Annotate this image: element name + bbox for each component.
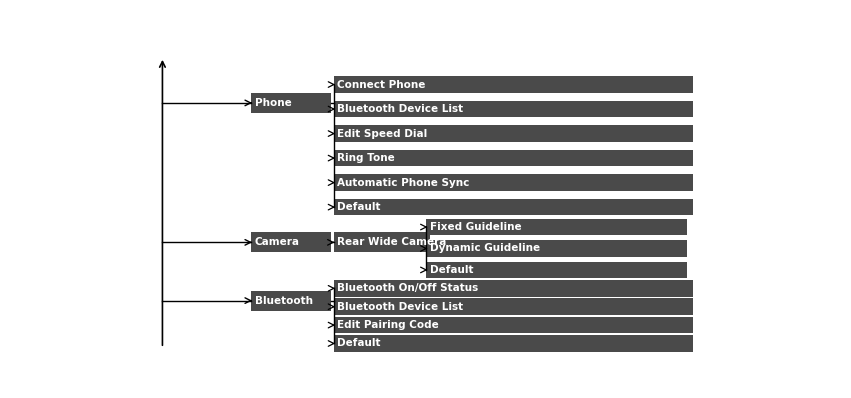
Text: Phone: Phone — [254, 98, 292, 108]
Text: Default: Default — [337, 202, 380, 212]
Text: Rear Wide Camera: Rear Wide Camera — [337, 237, 447, 248]
FancyBboxPatch shape — [426, 219, 687, 235]
Text: Connect Phone: Connect Phone — [337, 80, 426, 90]
Text: Default: Default — [430, 265, 473, 275]
Text: Ring Tone: Ring Tone — [337, 153, 395, 163]
Text: Bluetooth: Bluetooth — [254, 296, 313, 306]
FancyBboxPatch shape — [252, 93, 330, 113]
Text: Dynamic Guideline: Dynamic Guideline — [430, 244, 540, 254]
FancyBboxPatch shape — [252, 291, 330, 310]
Text: Bluetooth On/Off Status: Bluetooth On/Off Status — [337, 283, 478, 293]
FancyBboxPatch shape — [334, 317, 694, 334]
FancyBboxPatch shape — [334, 150, 694, 166]
Text: Automatic Phone Sync: Automatic Phone Sync — [337, 178, 470, 187]
FancyBboxPatch shape — [334, 232, 430, 252]
FancyBboxPatch shape — [334, 335, 694, 352]
FancyBboxPatch shape — [426, 240, 687, 257]
Text: Bluetooth Device List: Bluetooth Device List — [337, 302, 463, 312]
FancyBboxPatch shape — [334, 280, 694, 297]
Text: Default: Default — [337, 338, 380, 349]
FancyBboxPatch shape — [334, 101, 694, 117]
FancyBboxPatch shape — [334, 125, 694, 142]
Text: Bluetooth Device List: Bluetooth Device List — [337, 104, 463, 114]
Text: Fixed Guideline: Fixed Guideline — [430, 222, 521, 232]
FancyBboxPatch shape — [252, 232, 330, 252]
FancyBboxPatch shape — [334, 174, 694, 191]
FancyBboxPatch shape — [334, 76, 694, 93]
Text: Edit Speed Dial: Edit Speed Dial — [337, 129, 427, 139]
Text: Edit Pairing Code: Edit Pairing Code — [337, 320, 439, 330]
FancyBboxPatch shape — [334, 199, 694, 215]
Text: Camera: Camera — [254, 237, 300, 248]
FancyBboxPatch shape — [334, 298, 694, 315]
FancyBboxPatch shape — [426, 261, 687, 278]
